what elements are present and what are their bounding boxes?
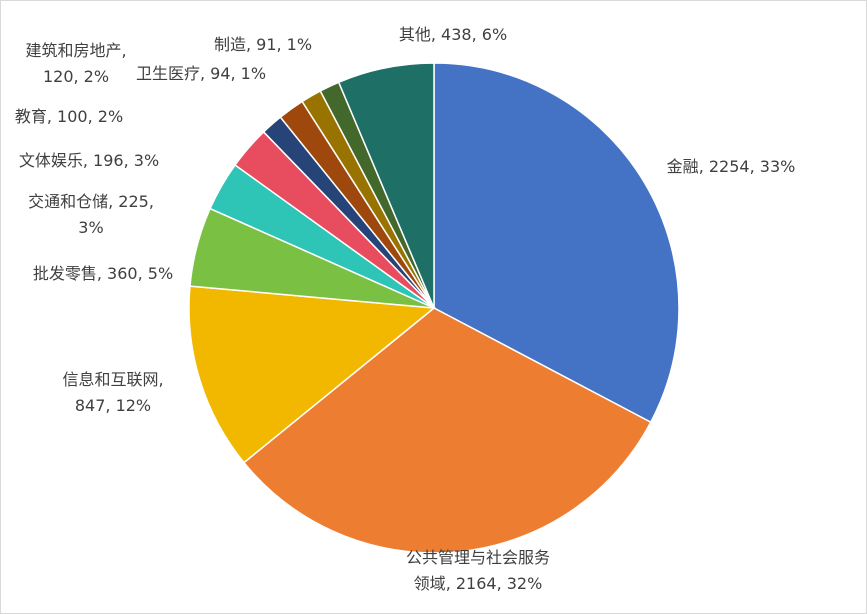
value-label: 847, 12%: [74, 396, 152, 415]
category-name: 制造: [213, 35, 246, 54]
data-label: 教育, 100, 2%: [14, 107, 124, 126]
value-label: 438, 6%: [441, 25, 508, 44]
value-label: 360, 5%: [107, 264, 174, 283]
data-label: 信息和互联网, 847, 12%: [62, 370, 164, 415]
value-label: 225, 3%: [78, 192, 154, 237]
category-name: 建筑和房地产: [25, 41, 122, 60]
value-label: 2254, 33%: [708, 157, 796, 176]
category-name: 卫生医疗: [135, 64, 200, 83]
data-label: 卫生医疗, 94, 1%: [135, 64, 267, 83]
category-name: 教育: [14, 107, 47, 126]
pie-slice: [433, 62, 680, 424]
category-name: 金融: [666, 157, 699, 176]
data-label: 其他, 438, 6%: [398, 25, 508, 44]
data-label: 公共管理与社会服务领域, 2164, 32%: [405, 548, 550, 593]
pie-slice: [337, 62, 435, 309]
data-label: 制造, 91, 1%: [213, 35, 313, 54]
category-name: 公共管理与社会服务领域: [405, 548, 550, 593]
data-label: 文体娱乐, 196, 3%: [18, 151, 160, 170]
value-label: 196, 3%: [93, 151, 160, 170]
category-name: 交通和仓储: [28, 192, 109, 211]
pie-slice: [188, 285, 436, 464]
value-label: 2164, 32%: [455, 574, 543, 593]
category-name: 信息和互联网: [62, 370, 159, 389]
data-label: 金融, 2254, 33%: [666, 157, 796, 176]
data-label: 交通和仓储, 225, 3%: [28, 192, 154, 237]
category-name: 文体娱乐: [18, 151, 83, 170]
value-label: 100, 2%: [57, 107, 124, 126]
data-label: 批发零售, 360, 5%: [32, 264, 174, 283]
value-label: 91, 1%: [256, 35, 313, 54]
category-name: 其他: [398, 25, 431, 44]
pie-slice: [242, 307, 652, 554]
category-name: 批发零售: [32, 264, 97, 283]
value-label: 94, 1%: [210, 64, 267, 83]
data-label: 建筑和房地产, 120, 2%: [25, 41, 127, 86]
value-label: 120, 2%: [42, 67, 110, 86]
